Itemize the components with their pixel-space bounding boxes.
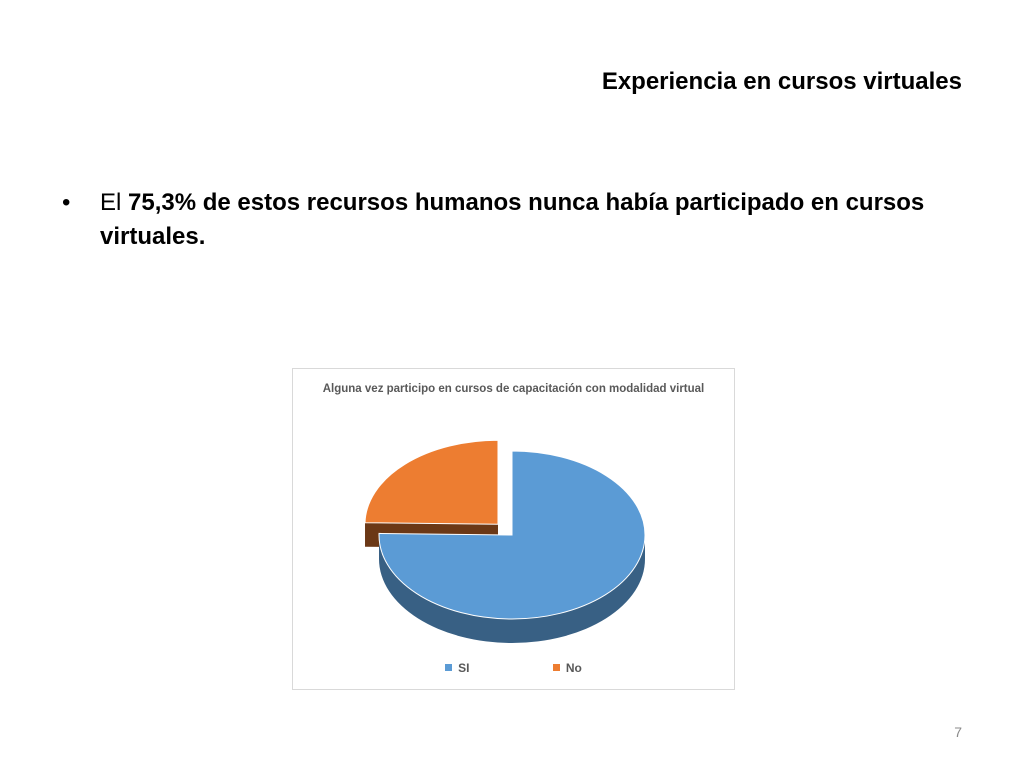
pie-slice-no [364, 439, 499, 525]
pie-slice-si [378, 450, 646, 620]
slide-title: Experiencia en cursos virtuales [601, 68, 962, 95]
bullet-prefix: El [100, 189, 129, 216]
pie-slice-si-wall-0 [379, 535, 645, 643]
bullet-highlight: 75,3% de estos recursos humanos nunca ha… [100, 189, 925, 250]
pie-chart: Alguna vez participo en cursos de capaci… [292, 368, 735, 690]
chart-title: Alguna vez participo en cursos de capaci… [322, 383, 705, 395]
page-number: 7 [954, 724, 962, 740]
legend-swatch-si [445, 664, 453, 671]
bullet-text: El 75,3% de estos recursos humanos nunca… [100, 186, 942, 254]
legend-label-no: No [565, 661, 582, 675]
chart-legend: SI No [293, 661, 734, 675]
legend-item-si: SI [445, 661, 470, 675]
bullet-marker: • [62, 189, 71, 216]
legend-label-si: SI [458, 661, 470, 675]
pie-chart-plot [364, 439, 646, 643]
legend-item-no: No [552, 661, 582, 675]
legend-swatch-no [552, 664, 560, 671]
